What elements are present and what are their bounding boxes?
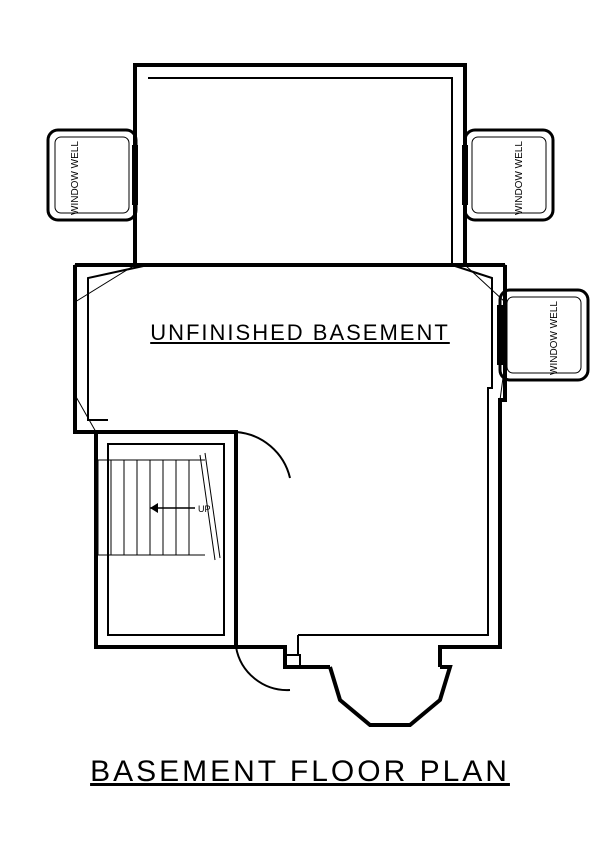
stairs: UP	[98, 453, 220, 560]
upper-room-walls	[135, 65, 465, 265]
window-well-label-3: WINDOW WELL	[549, 301, 560, 375]
window-well-right-lower: WINDOW WELL	[500, 290, 588, 380]
window-well-right-upper: WINDOW WELL	[465, 130, 553, 220]
stair-enclosure	[96, 432, 290, 690]
bay-bumpout	[330, 667, 450, 725]
window-well-label-2: WINDOW WELL	[514, 141, 525, 215]
window-well-left: WINDOW WELL	[48, 130, 136, 220]
window-well-label-1: WINDOW WELL	[70, 141, 81, 215]
floor-plan-drawing: UP WINDOW WELL WINDOW WELL WINDOW WELL	[0, 0, 600, 844]
plan-title: BASEMENT FLOOR PLAN	[90, 755, 510, 789]
room-label: UNFINISHED BASEMENT	[150, 320, 450, 346]
stair-up-label: UP	[198, 504, 211, 514]
